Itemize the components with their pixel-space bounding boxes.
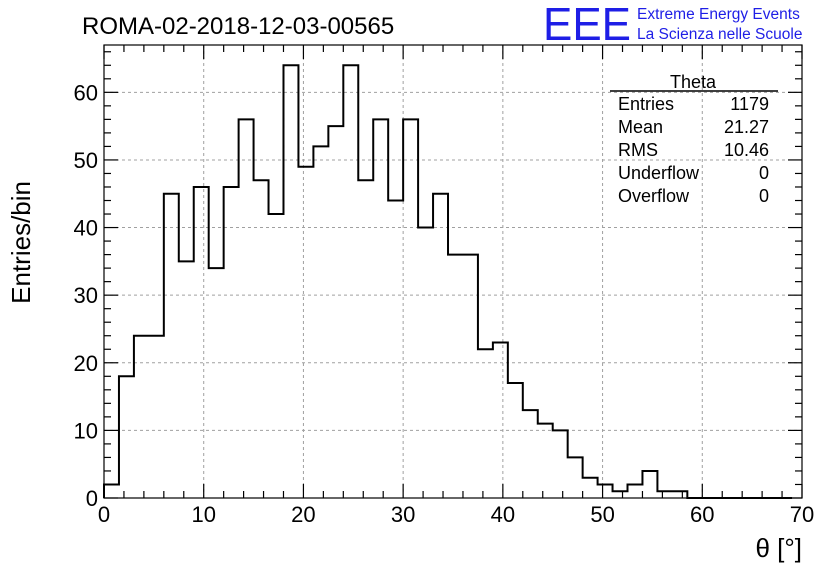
stats-box-title: Theta (670, 72, 717, 92)
grid-lines (104, 45, 802, 498)
plot-frame (103, 44, 803, 499)
histogram-series-line (103, 64, 793, 499)
x-tick-label: 60 (690, 502, 714, 527)
stat-label-overflow: Overflow (618, 186, 690, 206)
tick-labels: 0 10 20 30 40 50 60 70 0 10 20 30 40 50 60 (74, 80, 815, 527)
x-tick-label: 70 (790, 502, 814, 527)
y-tick-label: 40 (74, 216, 98, 241)
x-tick-label: 50 (590, 502, 614, 527)
stat-label-underflow: Underflow (618, 163, 700, 183)
stat-label-entries: Entries (618, 94, 674, 114)
y-tick-label: 0 (86, 486, 98, 511)
stat-label-mean: Mean (618, 117, 663, 137)
x-tick-label: 20 (291, 502, 315, 527)
stat-value-mean: 21.27 (724, 117, 769, 137)
eee-logo: EEE Extreme Energy Events La Scienza nel… (543, 0, 802, 50)
stat-value-rms: 10.46 (724, 140, 769, 160)
y-tick-label: 10 (74, 418, 98, 443)
logo-mark: EEE (543, 0, 631, 50)
y-tick-label: 20 (74, 351, 98, 376)
y-tick-label: 50 (74, 148, 98, 173)
x-tick-label: 40 (491, 502, 515, 527)
stat-value-overflow: 0 (759, 186, 769, 206)
x-tick-label: 0 (98, 502, 110, 527)
stat-label-rms: RMS (618, 140, 658, 160)
chart-title: ROMA-02-2018-12-03-00565 (82, 13, 394, 40)
logo-line-1: Extreme Energy Events (637, 6, 800, 23)
y-axis-title: Entries/bin (6, 181, 36, 304)
x-tick-label: 10 (191, 502, 215, 527)
x-tick-label: 30 (391, 502, 415, 527)
stat-value-entries: 1179 (730, 94, 769, 114)
y-tick-label: 60 (74, 80, 98, 105)
stats-box: Theta Entries 1179 Mean 21.27 RMS 10.46 … (610, 72, 778, 206)
y-tick-label: 30 (74, 283, 98, 308)
x-axis-title: θ [°] (755, 533, 802, 563)
stat-value-underflow: 0 (759, 163, 769, 183)
logo-line-2: La Scienza nelle Scuole (637, 26, 802, 43)
